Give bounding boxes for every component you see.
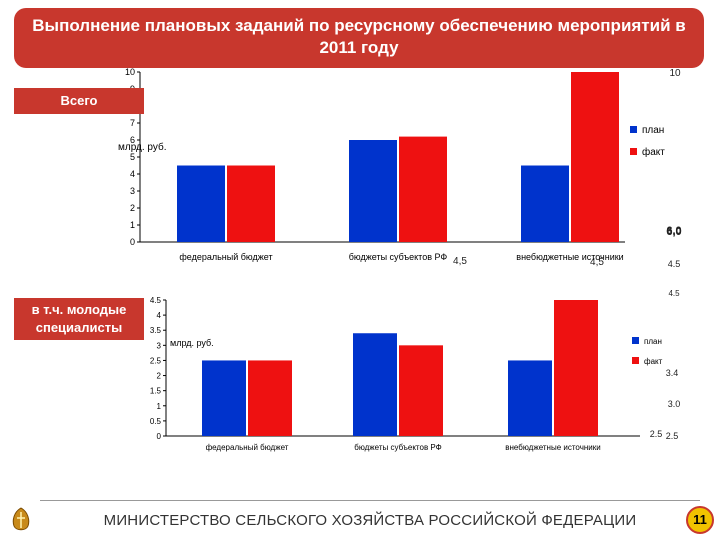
- bar-plan: [349, 140, 397, 242]
- value-label: 2.5: [650, 429, 663, 439]
- category-label: бюджеты субъектов РФ: [349, 252, 448, 262]
- y-tick-label: 4.5: [150, 296, 162, 305]
- footer-divider: [40, 500, 700, 501]
- value-label: 3.4: [666, 368, 679, 378]
- category-label: внебюджетные источники: [516, 252, 623, 262]
- bar-plan: [353, 333, 397, 436]
- category-label: федеральный бюджет: [206, 443, 289, 452]
- y-tick-label: 2: [157, 372, 162, 381]
- y-tick-label: 4: [130, 169, 135, 179]
- page-number: 11: [686, 506, 714, 534]
- y-tick-label: 2: [130, 203, 135, 213]
- y-tick-label: 3.5: [150, 326, 162, 335]
- legend-swatch: [630, 126, 637, 133]
- value-label: 4,5: [453, 256, 467, 267]
- chart-young-specialists-label: в т.ч. молодые специалисты: [14, 298, 144, 340]
- value-label: 4,5: [590, 257, 604, 268]
- value-label: 4.5: [668, 259, 681, 269]
- legend-swatch: [632, 357, 639, 364]
- emblem-icon: [12, 507, 30, 531]
- chart-total: 012345678910млрд. руб.федеральный бюджет…: [118, 67, 682, 269]
- y-tick-label: 0: [130, 237, 135, 247]
- unit-label: млрд. руб.: [170, 338, 214, 348]
- legend-label: факт: [644, 357, 663, 366]
- unit-label: млрд. руб.: [118, 141, 167, 153]
- category-label: бюджеты субъектов РФ: [354, 443, 442, 452]
- y-tick-label: 5: [130, 152, 135, 162]
- bar-fact: [248, 360, 292, 436]
- chart-total-label: Всего: [14, 88, 144, 114]
- category-label: внебюджетные источники: [505, 443, 600, 452]
- y-tick-label: 1: [157, 402, 162, 411]
- bar-fact: [571, 72, 619, 242]
- category-label: федеральный бюджет: [179, 252, 272, 262]
- bar-fact: [554, 300, 598, 436]
- bar-plan: [202, 360, 246, 436]
- slide-title-text: Выполнение плановых заданий по ресурсном…: [32, 16, 686, 57]
- legend-swatch: [630, 148, 637, 155]
- legend-label: факт: [642, 146, 665, 158]
- y-tick-label: 1: [130, 220, 135, 230]
- value-label: 10: [669, 68, 681, 79]
- y-tick-label: 0.5: [150, 417, 162, 426]
- footer: МИНИСТЕРСТВО СЕЛЬСКОГО ХОЗЯЙСТВА РОССИЙС…: [0, 496, 720, 540]
- value-label: 6,0: [666, 226, 681, 238]
- chart-young-specialists: 0 0.5 1 1.5 2 2.5 3 3.5 4 4.5 млрд. руб. федеральны…: [150, 290, 681, 452]
- y-tick-label: 4: [157, 311, 162, 320]
- y-tick-label: 10: [125, 67, 135, 77]
- bar-plan: [508, 360, 552, 436]
- legend-swatch: [632, 337, 639, 344]
- y-tick-label: 7: [130, 118, 135, 128]
- legend-label: план: [644, 337, 662, 346]
- bar-fact: [399, 136, 447, 242]
- bar-fact: [399, 345, 443, 436]
- y-tick-label: 3: [130, 186, 135, 196]
- footer-ministry-name: МИНИСТЕРСТВО СЕЛЬСКОГО ХОЗЯЙСТВА РОССИЙС…: [103, 512, 637, 529]
- slide-title: Выполнение плановых заданий по ресурсном…: [14, 8, 704, 68]
- bar-plan: [177, 165, 225, 242]
- value-label: 3.0: [668, 399, 681, 409]
- y-tick-label: 3: [157, 341, 162, 350]
- y-tick-label: 6: [130, 135, 135, 145]
- value-label: 4.5: [668, 290, 680, 298]
- y-tick-label: 2.5: [150, 356, 162, 365]
- y-tick-label: 1.5: [150, 387, 162, 396]
- value-label: 2.5: [666, 431, 679, 441]
- value-label: 6,0: [666, 225, 681, 237]
- y-tick-label: 0: [157, 432, 162, 441]
- bar-plan: [521, 165, 569, 242]
- legend-label: план: [642, 125, 664, 136]
- bar-fact: [227, 165, 275, 242]
